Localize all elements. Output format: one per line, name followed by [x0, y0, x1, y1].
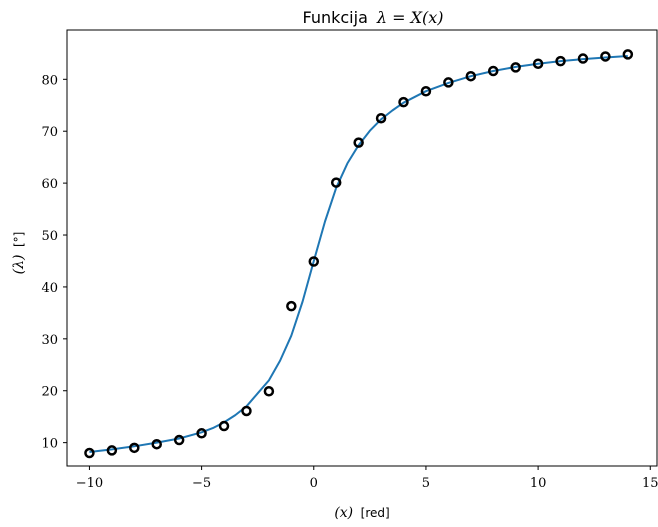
- y-axis-label-unit: [°]: [12, 232, 26, 247]
- chart-title-math: λ = X(x): [376, 8, 444, 27]
- x-tick-label: 0: [310, 476, 318, 491]
- y-tick-label: 60: [41, 177, 58, 192]
- data-point: [84, 447, 95, 459]
- x-axis-label: (x) [red]: [334, 505, 389, 521]
- data-point: [129, 442, 140, 454]
- y-axis-label-math: (λ): [11, 255, 27, 275]
- y-tick-label: 30: [41, 333, 58, 348]
- data-point: [375, 112, 387, 124]
- fit-curve-line: [89, 55, 628, 453]
- data-point: [286, 300, 297, 312]
- data-points-series: [84, 49, 634, 459]
- data-point: [443, 77, 454, 88]
- data-point: [465, 70, 477, 82]
- x-tick-label: 15: [642, 476, 658, 491]
- chart-title-prefix: Funkcija: [303, 8, 368, 27]
- data-point: [398, 96, 409, 108]
- data-point: [196, 428, 207, 439]
- data-point: [308, 256, 320, 267]
- x-axis-label-unit: [red]: [361, 506, 390, 520]
- y-tick-label: 10: [41, 437, 58, 452]
- data-point: [218, 420, 230, 432]
- fit-curve-series: [89, 55, 628, 453]
- x-axis-label-math: (x): [334, 505, 353, 521]
- data-point: [487, 65, 499, 77]
- data-point: [622, 49, 634, 60]
- y-tick-label: 80: [41, 73, 58, 88]
- data-point: [151, 438, 162, 450]
- data-point: [106, 445, 118, 456]
- y-axis-label: (λ) [°]: [11, 232, 27, 275]
- x-axis-ticks: −10 −5 0 5 10 15: [76, 466, 658, 491]
- y-axis-ticks: 10 20 30 40 50 60 70 80: [41, 73, 67, 452]
- y-tick-label: 40: [41, 281, 58, 296]
- x-tick-label: 10: [530, 476, 547, 491]
- plot-area: [84, 49, 634, 459]
- data-point: [600, 51, 611, 62]
- y-tick-label: 20: [41, 385, 58, 400]
- data-point: [510, 62, 521, 73]
- data-point: [330, 177, 342, 188]
- data-point: [173, 434, 185, 446]
- axes-frame: [66, 29, 658, 467]
- chart-title: Funkcija λ = X(x): [303, 8, 444, 27]
- data-point: [420, 85, 432, 97]
- data-point: [577, 53, 589, 64]
- data-point: [263, 386, 275, 397]
- y-tick-label: 50: [41, 229, 58, 244]
- data-point: [241, 405, 252, 417]
- x-tick-label: −10: [76, 476, 103, 491]
- data-point: [353, 137, 364, 148]
- data-point: [532, 58, 544, 69]
- data-point: [555, 55, 566, 67]
- x-tick-label: −5: [192, 476, 211, 491]
- x-tick-label: 5: [422, 476, 430, 491]
- y-tick-label: 70: [41, 125, 58, 140]
